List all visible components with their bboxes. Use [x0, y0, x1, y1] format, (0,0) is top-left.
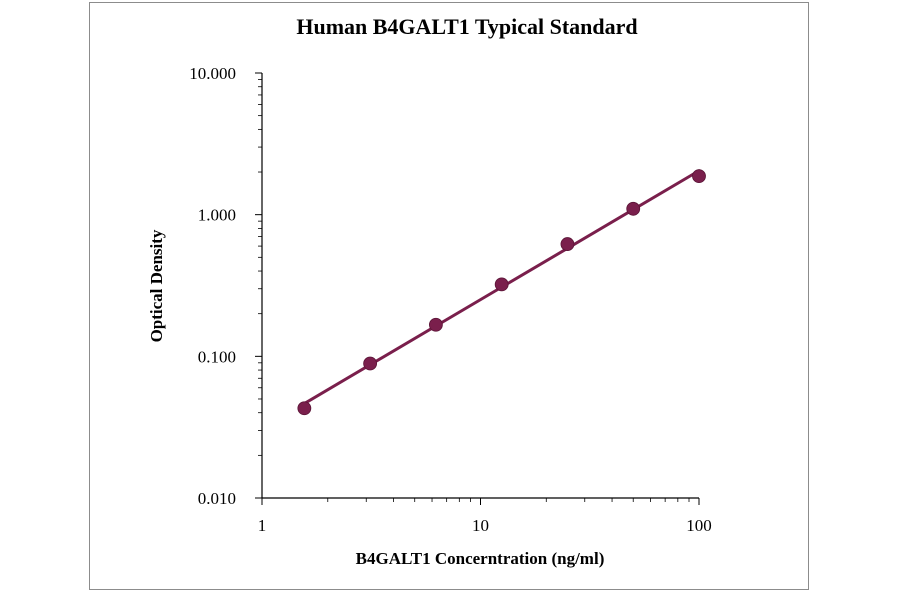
- y-tick-label: 1.000: [198, 206, 236, 225]
- data-point: [560, 237, 575, 251]
- data-point: [626, 201, 641, 216]
- figure-frame: [89, 2, 809, 590]
- data-point: [363, 356, 378, 371]
- x-tick-label: 10: [472, 516, 489, 535]
- data-point: [297, 401, 312, 416]
- y-tick-label: 0.010: [198, 489, 236, 508]
- data-point: [494, 277, 509, 292]
- data-point: [692, 169, 706, 184]
- chart-title: Human B4GALT1 Typical Standard: [296, 14, 637, 39]
- data-points: [297, 169, 706, 416]
- data-point: [428, 317, 443, 332]
- x-tick-label: 1: [258, 516, 267, 535]
- axes: 0.010 0.100 1.000 10.000 1 10 100: [189, 64, 712, 535]
- y-tick-label: 0.100: [198, 347, 236, 366]
- y-axis-label: Optical Density: [147, 229, 166, 342]
- x-tick-label: 100: [686, 516, 712, 535]
- x-axis-label: B4GALT1 Concerntration (ng/ml): [356, 549, 605, 568]
- y-tick-label: 10.000: [189, 64, 236, 83]
